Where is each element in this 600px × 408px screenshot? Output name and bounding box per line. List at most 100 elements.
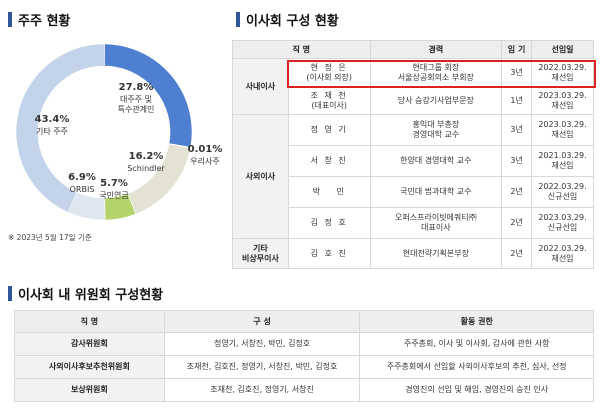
director-name-cell: 김 호 진 bbox=[287, 238, 371, 269]
director-role: (대표이사) bbox=[311, 100, 348, 110]
career-line: 대표이사 bbox=[421, 223, 451, 232]
board-composition-table: 직 명 경력 임 기 선임일 사내이사 현 정 은 (이사회 의장) 현대그룹 회… bbox=[232, 40, 594, 269]
committee-role: 주주총회에서 선임할 사외이사후보의 추천, 심사, 선정 bbox=[359, 355, 594, 379]
career-line: 서울상공회의소 부회장 bbox=[397, 72, 474, 82]
board-title-text: 이사회 구성 현황 bbox=[246, 14, 339, 29]
header-authority: 활동 권한 bbox=[359, 310, 594, 333]
slice-percent-label: 6.9% bbox=[68, 172, 96, 183]
appointed-status: 재선임 bbox=[551, 72, 574, 82]
director-name-cell: 김 정 호 bbox=[287, 207, 371, 239]
slice-percent-label: 0.01% bbox=[188, 144, 223, 155]
slice-name-label: 기타 주주 bbox=[36, 127, 68, 136]
category-non-executive: 기타 비상무이사 bbox=[232, 238, 289, 269]
category-line: 비상무이사 bbox=[242, 253, 279, 263]
category-line: 기타 bbox=[253, 243, 268, 253]
slice-name-label: ORBIS bbox=[70, 185, 95, 194]
career-cell: 당사 승강기사업부문장 bbox=[369, 86, 503, 115]
committee-row: 보상위원회 조재천, 김호진, 정영기, 서창진 경영진의 선임 및 해임, 경… bbox=[14, 378, 594, 402]
appointed-cell: 2023.03.29. 신규선임 bbox=[531, 207, 594, 239]
term-cell: 3년 bbox=[501, 58, 533, 87]
term-cell: 2년 bbox=[501, 238, 533, 269]
appointed-date: 2021.03.29. bbox=[538, 151, 587, 160]
appointed-cell: 2022.03.29. 재선임 bbox=[531, 238, 594, 269]
appointed-date: 2023.03.29. bbox=[538, 90, 587, 100]
slice-name-label: Schindler bbox=[127, 164, 165, 173]
title-accent-bar bbox=[8, 286, 12, 301]
appointed-status: 재선임 bbox=[551, 130, 574, 139]
committee-title-text: 이사회 내 위원회 구성현황 bbox=[18, 288, 164, 303]
committee-header-row: 직 명 구 성 활동 권한 bbox=[14, 310, 594, 333]
appointed-cell: 2023.03.29. 재선임 bbox=[531, 114, 594, 146]
director-name-cell: 조 재 천 (대표이사) bbox=[287, 86, 371, 115]
career-cell: 한양대 경영대학 교수 bbox=[369, 145, 503, 177]
director-name: 김 호 진 bbox=[310, 248, 348, 258]
director-name-cell: 정 영 기 bbox=[287, 114, 371, 146]
career-cell: 오퍼스프라이빗에쿼티㈜ 대표이사 bbox=[369, 207, 503, 239]
career-line: 현대그룹 회장 bbox=[412, 62, 460, 72]
board-row: 사외이사 정 영 기 홍익대 부총장 경영대학 교수 3년 2023.03.29.… bbox=[232, 114, 594, 239]
career-cell: 홍익대 부총장 경영대학 교수 bbox=[369, 114, 503, 146]
slice-name-label: 특수관계인 bbox=[118, 104, 155, 114]
slice-percent-label: 16.2% bbox=[129, 151, 164, 162]
board-row: 서 창 진 한양대 경영대학 교수 3년 2021.03.29. 재선임 bbox=[233, 145, 594, 177]
slice-percent-label: 43.4% bbox=[35, 114, 70, 125]
committee-name: 사외이사후보추천위원회 bbox=[14, 355, 165, 379]
committee-members: 정영기, 서창진, 박민, 김정호 bbox=[163, 332, 361, 356]
board-header-row: 직 명 경력 임 기 선임일 bbox=[232, 40, 594, 59]
header-position: 직 명 bbox=[14, 310, 165, 333]
career-cell: 현대그룹 회장 서울상공회의소 부회장 bbox=[369, 58, 503, 87]
title-accent-bar bbox=[236, 12, 240, 27]
appointed-date: 2023.03.29. bbox=[538, 120, 587, 129]
appointed-date: 2023.03.29. bbox=[538, 213, 587, 222]
director-role: (이사회 의장) bbox=[306, 72, 352, 82]
appointed-status: 재선임 bbox=[551, 253, 574, 263]
board-row: 기타 비상무이사 김 호 진 현대전략기획본부장 2년 2022.03.29. 재선… bbox=[232, 238, 594, 269]
director-name-cell: 현 정 은 (이사회 의장) bbox=[287, 58, 371, 87]
committee-members: 조재천, 김호진, 정영기, 서창진 bbox=[163, 378, 361, 402]
director-name: 김 정 호 bbox=[310, 218, 348, 227]
appointed-date: 2022.03.29. bbox=[538, 62, 587, 72]
term-cell: 3년 bbox=[501, 145, 533, 177]
career-line: 홍익대 부총장 bbox=[412, 120, 460, 129]
appointed-status: 신규선임 bbox=[547, 223, 578, 232]
board-section-title: 이사회 구성 현황 bbox=[236, 10, 339, 29]
director-name: 서 창 진 bbox=[310, 156, 348, 165]
slice-percent-label: 5.7% bbox=[100, 178, 128, 189]
director-name: 박 민 bbox=[312, 187, 346, 196]
term-cell: 1년 bbox=[501, 86, 533, 115]
director-name-cell: 서 창 진 bbox=[287, 145, 371, 177]
slice-percent-label: 27.8% bbox=[119, 82, 154, 93]
board-row: 사내이사 현 정 은 (이사회 의장) 현대그룹 회장 서울상공회의소 부회장 3년… bbox=[232, 58, 594, 115]
slice-name-label: 우리사주 bbox=[190, 157, 219, 166]
slice-name-label: 대주주 및 bbox=[120, 94, 152, 104]
header-position: 직 명 bbox=[232, 40, 371, 59]
base-date-note: ※ 2023년 5월 17일 기준 bbox=[8, 233, 92, 242]
appointed-date: 2022.03.29. bbox=[538, 243, 587, 253]
header-term: 임 기 bbox=[501, 40, 533, 59]
term-cell: 3년 bbox=[501, 114, 533, 146]
header-career: 경력 bbox=[369, 40, 503, 59]
donut-slice bbox=[15, 43, 105, 213]
term-cell: 2년 bbox=[501, 207, 533, 239]
committee-role: 주주총회, 이사 및 이사회, 감사에 관한 사항 bbox=[359, 332, 594, 356]
director-name: 조 재 천 bbox=[310, 90, 348, 100]
appointed-cell: 2021.03.29. 재선임 bbox=[531, 145, 594, 177]
career-cell: 국민대 법과대학 교수 bbox=[369, 176, 503, 208]
committee-name: 보상위원회 bbox=[14, 378, 165, 402]
appointed-cell: 2023.03.29. 재선임 bbox=[531, 86, 594, 115]
committee-members: 조재천, 김호진, 정영기, 서창진, 박민, 김정호 bbox=[163, 355, 361, 379]
board-row: 박 민 국민대 법과대학 교수 2년 2022.03.29. 신규선임 bbox=[233, 176, 594, 208]
appointed-cell: 2022.03.29. 신규선임 bbox=[531, 176, 594, 208]
appointed-status: 신규선임 bbox=[547, 192, 578, 201]
director-name-cell: 박 민 bbox=[287, 176, 371, 208]
term-cell: 2년 bbox=[501, 176, 533, 208]
career-line: 경영대학 교수 bbox=[412, 130, 460, 139]
committee-role: 경영진의 선임 및 해임, 경영진의 승진 인사 bbox=[359, 378, 594, 402]
director-name: 현 정 은 bbox=[310, 62, 348, 72]
appointed-date: 2022.03.29. bbox=[538, 182, 587, 191]
shareholder-section-title: 주주 현황 bbox=[8, 10, 70, 29]
committee-row: 감사위원회 정영기, 서창진, 박민, 김정호 주주총회, 이사 및 이사회, … bbox=[14, 332, 594, 356]
slice-name-label: 국민연금 bbox=[99, 190, 128, 200]
career-line: 오퍼스프라이빗에쿼티㈜ bbox=[395, 213, 477, 222]
